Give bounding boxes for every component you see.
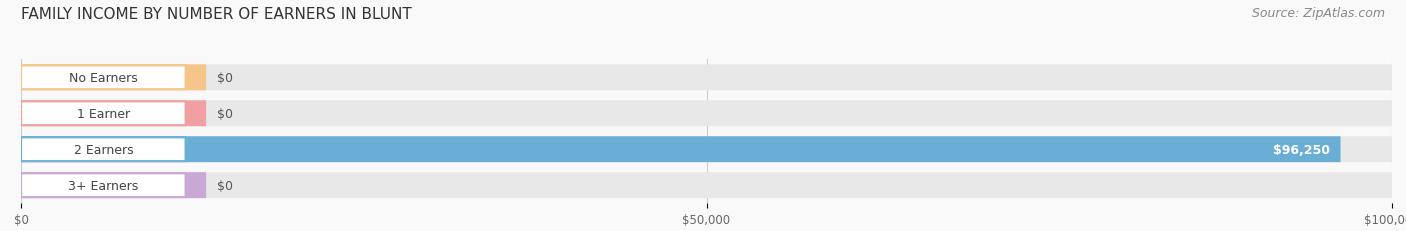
Text: FAMILY INCOME BY NUMBER OF EARNERS IN BLUNT: FAMILY INCOME BY NUMBER OF EARNERS IN BL… — [21, 7, 412, 22]
FancyBboxPatch shape — [21, 65, 207, 91]
Text: $0: $0 — [217, 71, 233, 85]
Text: No Earners: No Earners — [69, 71, 138, 85]
Text: 3+ Earners: 3+ Earners — [69, 179, 138, 192]
FancyBboxPatch shape — [21, 66, 186, 90]
Text: $0: $0 — [217, 107, 233, 120]
Text: 2 Earners: 2 Earners — [73, 143, 134, 156]
FancyBboxPatch shape — [21, 173, 186, 197]
Text: 1 Earner: 1 Earner — [77, 107, 129, 120]
Text: $96,250: $96,250 — [1272, 143, 1330, 156]
FancyBboxPatch shape — [21, 173, 207, 198]
FancyBboxPatch shape — [21, 102, 186, 126]
Text: Source: ZipAtlas.com: Source: ZipAtlas.com — [1251, 7, 1385, 20]
FancyBboxPatch shape — [21, 65, 1392, 91]
FancyBboxPatch shape — [21, 137, 1392, 162]
FancyBboxPatch shape — [21, 138, 186, 161]
FancyBboxPatch shape — [21, 137, 1340, 162]
FancyBboxPatch shape — [21, 101, 207, 127]
FancyBboxPatch shape — [21, 101, 1392, 127]
Text: $0: $0 — [217, 179, 233, 192]
FancyBboxPatch shape — [21, 173, 1392, 198]
